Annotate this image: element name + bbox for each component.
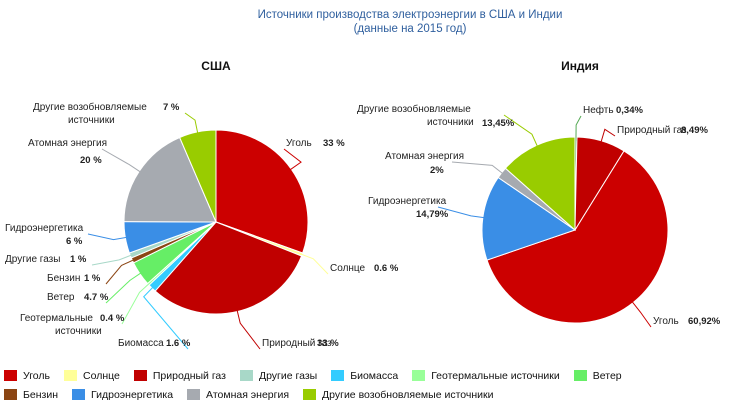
- leader-line: [91, 253, 135, 266]
- leader-line: [121, 281, 152, 325]
- legend-swatch: [573, 370, 587, 381]
- leader-line: [236, 307, 261, 350]
- leader-line: [437, 206, 487, 219]
- legend-label: Солнце: [83, 369, 120, 382]
- legend-row-2: Бензин Гидроэнергетика Атомная энергия Друг…: [4, 385, 724, 404]
- legend-swatch: [4, 370, 17, 381]
- slice-value-label: 0,34%: [616, 105, 643, 116]
- legend-item: Бензин: [4, 389, 58, 401]
- legend-swatch: [4, 389, 17, 400]
- leader-line: [630, 299, 652, 328]
- slice-label: Другие возобновляемые источники: [33, 101, 147, 126]
- leader-line: [101, 148, 143, 174]
- legend-label: Гидроэнергетика: [91, 388, 174, 401]
- slice-label: Природный газ: [617, 125, 687, 136]
- legend-item: Солнце: [64, 370, 120, 382]
- slice-value-label: 7 %: [163, 102, 180, 113]
- legend-item: Ветер: [573, 369, 622, 382]
- slice-label: Атомная энергия: [28, 138, 107, 149]
- slice-value-label: 1 %: [70, 254, 87, 265]
- legend-item: Другие возобновляемые источники: [303, 389, 493, 401]
- legend-label: Геотермальные источники: [431, 369, 560, 382]
- legend-item: Гидроэнергетика: [72, 389, 173, 401]
- slice-label: Гидроэнергетика: [5, 223, 84, 234]
- leader-line: [451, 161, 506, 176]
- pie-title: Индия: [561, 59, 599, 73]
- legend-item: Геотермальные источники: [412, 370, 560, 382]
- slice-label: Гидроэнергетика: [368, 196, 447, 207]
- legend-label: Биомасса: [350, 369, 399, 382]
- legend-swatch: [412, 370, 426, 381]
- legend-row-1: Уголь Солнце Природный газ Другие газы Биома…: [4, 366, 724, 385]
- slice-value-label: 0.4 %: [100, 313, 125, 324]
- slice-value-label: 33 %: [317, 338, 339, 349]
- slice-label: Бензин: [47, 273, 80, 284]
- figure-title-line2: (данные на 2015 год): [353, 23, 467, 35]
- slice-value-label: 1.6 %: [166, 338, 191, 349]
- legend-label: Другие возобновляемые источники: [322, 388, 494, 401]
- legend-label: Другие газы: [258, 369, 318, 382]
- slice-label: Другие газы: [5, 254, 60, 265]
- legend-swatch: [303, 389, 317, 400]
- legend-item: Уголь: [4, 370, 50, 382]
- leader-line: [283, 148, 302, 172]
- leader-line: [105, 270, 144, 304]
- leader-line: [503, 114, 539, 150]
- legend-swatch: [187, 389, 201, 400]
- legend-swatch: [331, 370, 345, 381]
- slice-value-label: 4.7 %: [84, 292, 109, 303]
- leader-line: [87, 233, 130, 241]
- slice-label: Ветер: [47, 292, 75, 303]
- slice-label: Биомасса: [118, 338, 164, 349]
- leader-line: [599, 128, 616, 145]
- legend-item: Биомасса: [331, 370, 398, 382]
- slice-label: Природный газ: [262, 338, 332, 349]
- legend-item: Другие газы: [239, 369, 318, 382]
- leader-line: [575, 115, 582, 142]
- slice-value-label: 13,45%: [482, 118, 515, 129]
- slice-label: Нефть: [583, 104, 614, 116]
- legend: Уголь Солнце Природный газ Другие газы Биома…: [4, 366, 724, 404]
- leader-line: [298, 252, 329, 275]
- leader-line: [143, 284, 189, 350]
- slice-label: Уголь: [286, 138, 312, 149]
- slice-value-label: 20 %: [80, 155, 102, 166]
- legend-label: Уголь: [23, 369, 51, 382]
- slice-value-label: 14,79%: [416, 209, 449, 220]
- slice-value-label: 0.6 %: [374, 263, 399, 274]
- slice-value-label: 2%: [430, 165, 444, 176]
- slice-label: Атомная энергия: [385, 151, 464, 162]
- pie-title: США: [201, 59, 231, 73]
- slice-value-label: 60,92%: [688, 316, 721, 327]
- slice-label: Геотермальные источники: [20, 313, 102, 337]
- legend-item: Атомная энергия: [187, 389, 289, 401]
- legend-label: Бензин: [23, 388, 59, 401]
- slice-label: Другие возобновляемые источники: [357, 103, 474, 128]
- slice-label: Солнце: [330, 263, 366, 274]
- slice-value-label: 8,49%: [681, 125, 708, 136]
- legend-swatch: [133, 370, 147, 381]
- legend-swatch: [239, 370, 253, 381]
- legend-swatch: [72, 389, 86, 400]
- slice-value-label: 33 %: [323, 138, 345, 149]
- figure-title: Источники производства электроэнергии в …: [210, 8, 610, 36]
- legend-label: Природный газ: [152, 369, 226, 382]
- slice-value-label: 1 %: [84, 273, 101, 284]
- legend-item: Природный газ: [133, 369, 226, 382]
- slice-label: Уголь: [653, 316, 679, 327]
- slice-value-label: 6 %: [66, 236, 83, 247]
- legend-swatch: [64, 370, 78, 381]
- legend-label: Ветер: [592, 369, 622, 382]
- leader-line: [105, 258, 137, 285]
- figure-title-line1: Источники производства электроэнергии в …: [257, 9, 563, 21]
- legend-label: Атомная энергия: [206, 388, 290, 401]
- leader-line: [184, 112, 199, 136]
